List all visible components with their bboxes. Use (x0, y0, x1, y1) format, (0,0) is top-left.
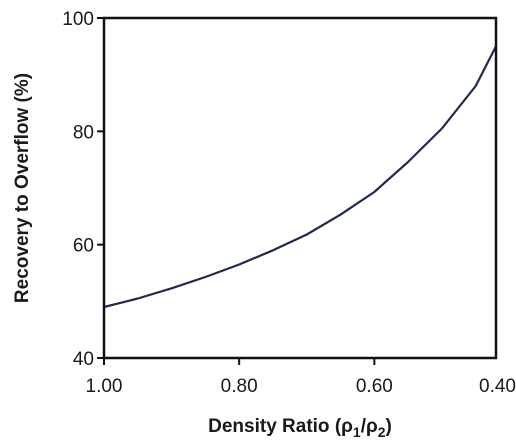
y-tick-label: 40 (73, 349, 94, 370)
x-tick-label: 1.00 (86, 376, 123, 397)
ticks-layer (97, 17, 376, 365)
plot-frame (102, 16, 498, 360)
x-tick-label: 0.80 (221, 376, 258, 397)
x-axis-title-close: ) (386, 416, 392, 437)
x-axis-title: Density Ratio (ρ1/ρ2) (208, 416, 392, 440)
x-axis-title-sub2: 2 (378, 424, 386, 440)
x-axis-title-slash: /ρ (361, 416, 378, 437)
x-axis-title-sub1: 1 (353, 424, 361, 440)
x-tick-label: 0.40 (479, 376, 516, 397)
line-layer (103, 45, 497, 309)
tick-labels-layer: 40 60 80 100 1.00 0.80 0.60 0.40 (62, 9, 516, 397)
y-tick-label: 80 (73, 122, 94, 143)
y-tick-label: 100 (62, 9, 94, 30)
y-axis-title: Recovery to Overflow (%) (12, 73, 33, 303)
x-axis-title-main: Density Ratio (ρ (208, 416, 353, 437)
y-tick-label: 60 (73, 236, 94, 257)
x-tick-label: 0.60 (356, 376, 393, 397)
series-line (103, 45, 497, 309)
